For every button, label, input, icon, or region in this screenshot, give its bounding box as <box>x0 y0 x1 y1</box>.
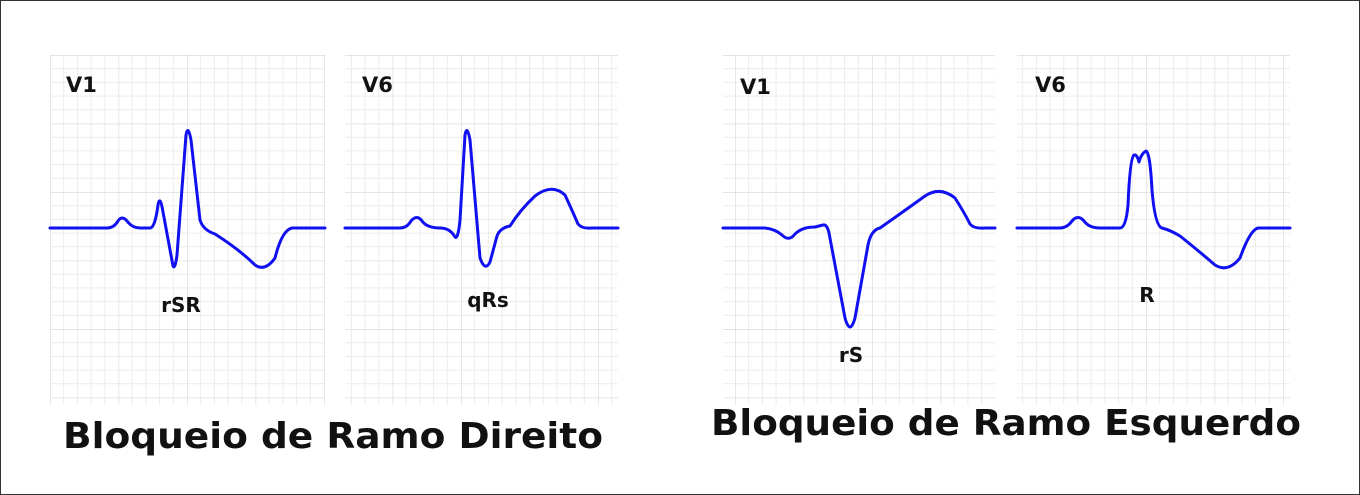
ecg-grid <box>50 55 325 405</box>
group-title: Bloqueio de Ramo Esquerdo <box>711 403 1301 444</box>
ecg-grid <box>345 55 618 405</box>
ecg-grid <box>1017 55 1290 405</box>
group-title: Bloqueio de Ramo Direito <box>63 416 603 457</box>
lead-label: V6 <box>362 73 393 97</box>
pattern-label: qRs <box>467 288 509 312</box>
lead-label: V6 <box>1035 73 1066 97</box>
ecg-trace <box>48 129 327 269</box>
pattern-label: rS <box>839 343 863 367</box>
ecg-trace <box>343 129 620 268</box>
lead-label: V1 <box>740 75 771 99</box>
pattern-label: R <box>1139 283 1154 307</box>
lead-label: V1 <box>66 73 97 97</box>
ecg-trace <box>721 190 997 329</box>
pattern-label: rSR <box>161 293 201 317</box>
ecg-trace <box>1015 149 1292 270</box>
